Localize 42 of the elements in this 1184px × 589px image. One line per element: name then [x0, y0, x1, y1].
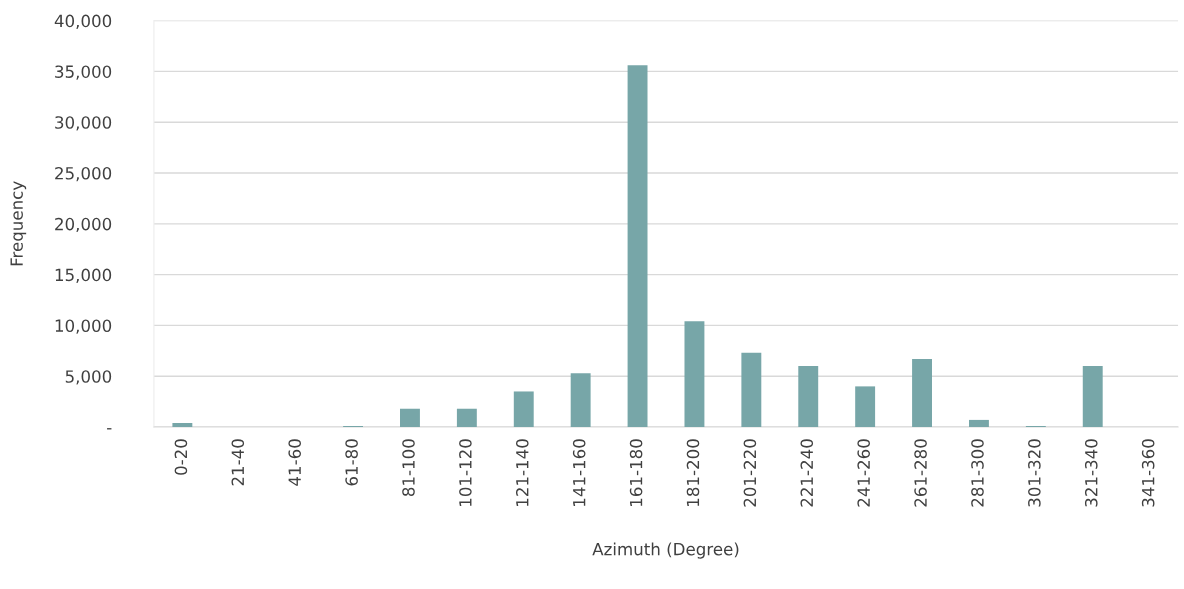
- y-tick-label: 10,000: [55, 319, 112, 334]
- bar: [855, 386, 876, 428]
- bar: [172, 422, 193, 428]
- x-tick-label: 221-240: [800, 439, 814, 507]
- x-tick-label: 61-80: [345, 439, 358, 486]
- bar: [1082, 366, 1103, 428]
- x-tick-label: 341-360: [1141, 439, 1155, 507]
- bar: [513, 391, 534, 428]
- y-tick-label: 15,000: [55, 268, 112, 283]
- y-tick-label: 30,000: [55, 116, 112, 131]
- bar: [570, 373, 591, 428]
- x-tick-label: 301-320: [1028, 439, 1041, 507]
- y-tick-label: -: [107, 428, 112, 430]
- x-tick-label: 141-160: [572, 439, 586, 506]
- bar: [741, 352, 762, 428]
- x-axis-title: Azimuth (Degree): [592, 542, 739, 559]
- x-tick-label: 41-60: [288, 439, 301, 486]
- x-tick-label: 0-20: [174, 439, 188, 475]
- y-tick-label: 5,000: [65, 370, 112, 385]
- y-axis-title: Frequency: [10, 181, 27, 266]
- bar: [456, 408, 477, 428]
- x-tick-label: 281-300: [971, 439, 984, 507]
- y-tick-label: 35,000: [55, 65, 112, 80]
- x-tick-label: 201-220: [743, 439, 757, 507]
- y-tick-label: 20,000: [55, 217, 112, 233]
- x-tick-label: 261-280: [914, 439, 927, 507]
- x-tick-label: 241-260: [857, 439, 870, 507]
- x-tick-label: 21-40: [231, 439, 245, 486]
- bar: [968, 419, 989, 428]
- bar: [400, 408, 420, 428]
- y-tick-label: 25,000: [55, 166, 112, 182]
- bar: [627, 65, 648, 428]
- bar: [684, 321, 705, 428]
- x-tick-label: 181-200: [686, 439, 700, 506]
- y-tick-label: 40,000: [54, 14, 112, 29]
- x-tick-label: 101-120: [459, 439, 472, 506]
- bar: [912, 358, 932, 428]
- x-tick-label: 321-340: [1084, 439, 1098, 507]
- x-tick-label: 161-180: [629, 439, 643, 506]
- x-tick-label: 81-100: [402, 439, 415, 497]
- x-tick-label: 121-140: [515, 439, 529, 506]
- bar: [798, 366, 819, 428]
